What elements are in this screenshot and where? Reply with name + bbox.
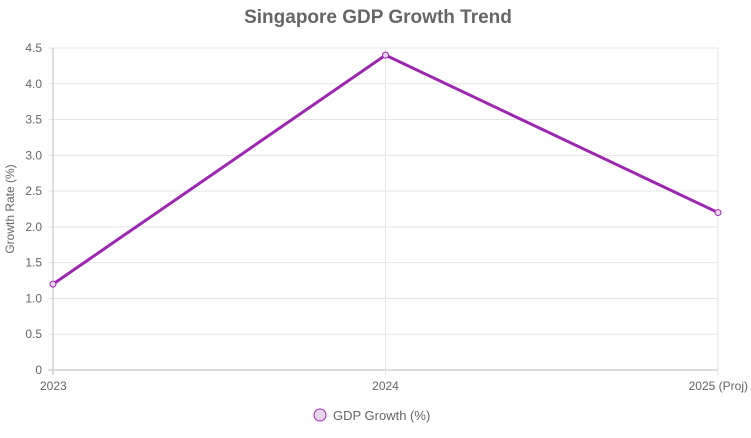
tick-labels: 0 0.5 1.0 1.5 2.0 2.5 3.0 3.5 4.0 4.5 2023 2024 2025…	[25, 41, 748, 393]
y-tick-label: 3.0	[25, 148, 42, 162]
y-tick-label: 0	[35, 363, 42, 377]
legend-label: GDP Growth (%)	[333, 408, 430, 423]
legend[interactable]: GDP Growth (%)	[313, 408, 430, 423]
data-point	[714, 209, 722, 217]
data-point	[49, 280, 57, 288]
data-point	[382, 51, 389, 59]
y-tick-label: 2.5	[25, 184, 42, 198]
y-tick-label: 0.5	[25, 327, 42, 341]
y-tick-label: 1.5	[25, 256, 42, 270]
y-axis-label: Growth Rate (%)	[3, 164, 17, 253]
legend-marker	[313, 408, 327, 422]
y-tick-label: 4.0	[25, 77, 42, 91]
y-tick-label: 2.0	[25, 220, 42, 234]
y-tick-label: 3.5	[25, 113, 42, 127]
y-tick-label: 4.5	[25, 41, 42, 55]
x-tick-label: 2023	[40, 379, 67, 393]
grid	[48, 47, 719, 375]
series	[49, 51, 722, 288]
x-tick-label: 2025 (Proj)	[689, 379, 748, 393]
chart-title: Singapore GDP Growth Trend	[244, 7, 512, 28]
y-tick-label: 1.0	[25, 291, 42, 305]
x-tick-label: 2024	[372, 379, 399, 393]
